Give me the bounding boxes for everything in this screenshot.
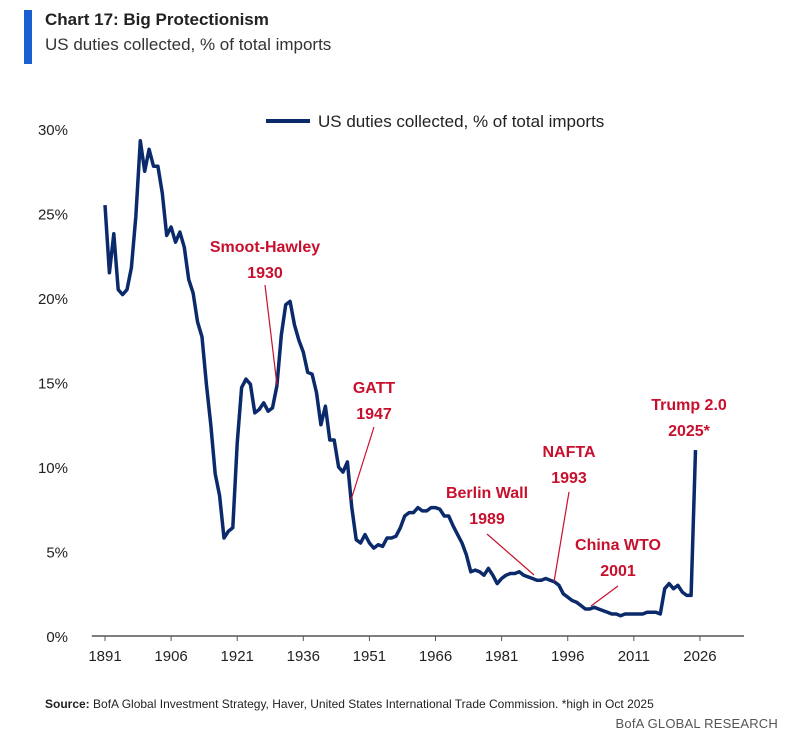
annotation-year: 1989 xyxy=(469,511,505,528)
annotation-label: Berlin Wall xyxy=(446,485,528,502)
annotation-year: 1930 xyxy=(247,265,283,282)
y-tick-label: 20% xyxy=(38,291,68,308)
x-tick-label: 2026 xyxy=(683,648,716,665)
annotation-label: Trump 2.0 xyxy=(651,397,727,414)
x-tick-label: 1936 xyxy=(287,648,320,665)
y-tick-label: 10% xyxy=(38,460,68,477)
x-tick-label: 2011 xyxy=(618,648,650,665)
annotation-year: 1947 xyxy=(356,406,392,423)
annotation-leader-line xyxy=(486,533,535,576)
annotation-leader-line xyxy=(553,491,570,583)
x-tick-label: 1966 xyxy=(419,648,452,665)
x-tick-label: 1951 xyxy=(353,648,386,665)
legend-label: US duties collected, % of total imports xyxy=(318,112,604,131)
annotation-label: China WTO xyxy=(575,537,661,554)
brand-label: BofA GLOBAL RESEARCH xyxy=(615,716,778,731)
annotation-year: 1993 xyxy=(551,470,587,487)
annotation-label: Smoot-Hawley xyxy=(210,239,320,256)
chart-title: Chart 17: Big Protectionism xyxy=(45,10,269,29)
y-tick-label: 5% xyxy=(46,545,68,562)
annotation-leader-line xyxy=(264,284,278,386)
y-tick-label: 30% xyxy=(38,122,68,139)
annotation-label: GATT xyxy=(353,380,396,397)
annotation-leader-line xyxy=(350,426,375,501)
x-tick-label: 1906 xyxy=(154,648,187,665)
title-accent-bar xyxy=(24,10,32,64)
annotation-leader-line xyxy=(590,585,619,607)
source-text: BofA Global Investment Strategy, Haver, … xyxy=(89,697,654,711)
y-tick-label: 25% xyxy=(38,207,68,224)
x-tick-label: 1981 xyxy=(485,648,518,665)
chart-subtitle: US duties collected, % of total imports xyxy=(45,35,332,54)
annotation-label: NAFTA xyxy=(542,444,595,461)
annotation-year: 2001 xyxy=(600,563,636,580)
annotation-year: 2025* xyxy=(668,423,711,440)
y-tick-label: 15% xyxy=(38,376,68,393)
x-tick-label: 1891 xyxy=(88,648,121,665)
y-tick-label: 0% xyxy=(46,629,68,646)
x-tick-label: 1921 xyxy=(221,648,254,665)
source-label: Source: xyxy=(45,697,90,711)
source-note: Source: BofA Global Investment Strategy,… xyxy=(45,697,654,711)
x-tick-label: 1996 xyxy=(551,648,584,665)
series-line xyxy=(103,139,698,618)
